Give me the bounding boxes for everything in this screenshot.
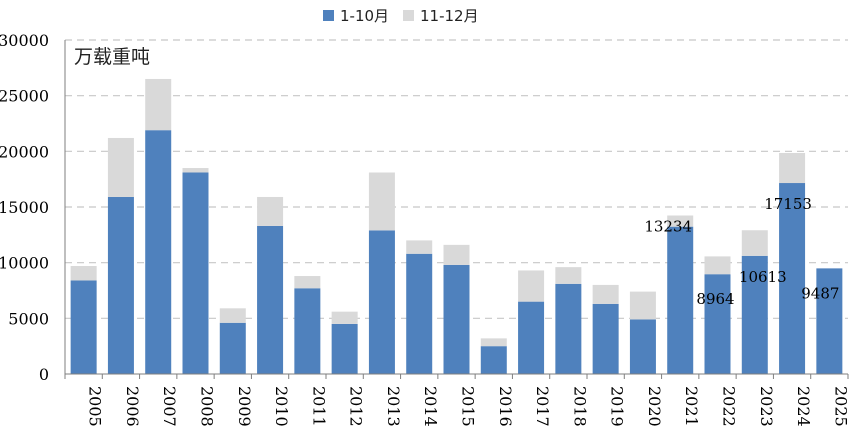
x-tick-label: 2022: [720, 386, 739, 427]
y-tick-label: 25000: [0, 87, 49, 106]
bar-jan-oct-2016: [480, 346, 507, 374]
y-tick-label: 20000: [0, 142, 49, 161]
bar-nov-dec-2023: [741, 230, 768, 256]
x-tick-label: 2017: [533, 386, 552, 427]
bar-jan-oct-2018: [555, 283, 582, 374]
y-tick-label: 10000: [0, 254, 49, 273]
bar-jan-oct-2019: [592, 303, 619, 374]
x-tick-label: 2007: [160, 386, 179, 427]
bar-nov-dec-2021: [667, 215, 694, 227]
x-tick-label: 2011: [309, 386, 328, 427]
bar-nov-dec-2018: [555, 267, 582, 284]
bar-jan-oct-2010: [257, 225, 284, 374]
bar-jan-oct-2022: [704, 274, 731, 374]
x-tick-label: 2019: [608, 386, 627, 427]
x-tick-label: 2020: [645, 386, 664, 427]
bar-jan-oct-2023: [741, 255, 768, 374]
bar-jan-oct-2020: [629, 319, 656, 374]
bar-nov-dec-2020: [629, 291, 656, 320]
x-tick-label: 2016: [496, 386, 515, 427]
bar-jan-oct-2007: [145, 130, 172, 374]
x-tick-label: 2023: [757, 386, 776, 427]
x-tick-label: 2006: [123, 386, 142, 427]
bar-jan-oct-2014: [406, 253, 433, 374]
bar-nov-dec-2014: [406, 240, 433, 254]
y-tick-label: 15000: [0, 198, 49, 217]
x-tick-label: 2008: [198, 386, 217, 427]
x-axis: 2005 2006 2007 2008 2009 2010 2011 2012 2013 2014…: [64, 373, 850, 427]
bar-jan-oct-2025: [816, 268, 843, 374]
x-tick-label: 2012: [347, 386, 366, 427]
legend-swatch-jan-oct: [323, 10, 334, 21]
legend-swatch-nov-dec: [403, 10, 414, 21]
bar-nov-dec-2017: [518, 270, 545, 302]
bar-jan-oct-2009: [219, 322, 246, 374]
bar-nov-dec-2005: [70, 266, 97, 281]
x-tick-label: 2013: [384, 386, 403, 427]
bar-jan-oct-2013: [368, 230, 395, 374]
x-tick-label: 2014: [421, 386, 440, 427]
bar-jan-oct-2012: [331, 323, 358, 374]
data-label-2023: 10613: [739, 268, 787, 286]
bar-nov-dec-2022: [704, 256, 731, 275]
bar-nov-dec-2013: [368, 172, 395, 231]
bar-jan-oct-2011: [294, 288, 321, 374]
bar-nov-dec-2015: [443, 244, 470, 265]
bars: [70, 78, 843, 374]
data-label-2022: 8964: [696, 290, 734, 308]
bar-jan-oct-2006: [107, 196, 134, 374]
bar-jan-oct-2008: [182, 172, 209, 374]
bar-jan-oct-2015: [443, 264, 470, 374]
unit-label: 万载重吨: [74, 46, 150, 68]
bar-nov-dec-2006: [107, 137, 134, 197]
legend-label-jan-oct: 1-10月: [340, 7, 389, 25]
bar-jan-oct-2017: [518, 301, 545, 374]
bar-jan-oct-2005: [70, 280, 97, 374]
data-label-2025: 9487: [801, 284, 839, 302]
bar-jan-oct-2021: [667, 226, 694, 374]
x-tick-label: 2009: [235, 386, 254, 427]
bar-nov-dec-2010: [257, 196, 284, 226]
y-tick-label: 30000: [0, 31, 49, 50]
data-label-2021: 13234: [644, 218, 692, 236]
x-tick-label: 2005: [86, 386, 105, 427]
x-tick-label: 2010: [272, 386, 291, 427]
bar-nov-dec-2007: [145, 78, 172, 131]
bar-nov-dec-2012: [331, 311, 358, 324]
bar-nov-dec-2008: [182, 168, 209, 173]
x-tick-label: 2024: [794, 386, 813, 427]
y-tick-label: 0: [39, 365, 49, 384]
y-tick-label: 5000: [8, 309, 49, 328]
bar-nov-dec-2019: [592, 284, 619, 304]
y-axis: 0 5000 10000 15000 20000 25000 30000: [0, 31, 66, 384]
x-tick-label: 2015: [459, 386, 478, 427]
x-tick-label: 2018: [570, 386, 589, 427]
data-label-2024: 17153: [764, 195, 812, 213]
legend-label-nov-dec: 11-12月: [420, 7, 479, 25]
bar-nov-dec-2024: [779, 152, 806, 184]
bar-nov-dec-2011: [294, 276, 321, 289]
data-labels: 13234 8964 10613 17153 9487: [644, 195, 839, 308]
x-tick-label: 2021: [682, 386, 701, 427]
legend: 1-10月 11-12月: [323, 7, 479, 25]
bar-jan-oct-2024: [779, 183, 806, 374]
x-tick-label: 2025: [831, 386, 850, 427]
bar-nov-dec-2016: [480, 338, 507, 347]
bar-nov-dec-2009: [219, 308, 246, 323]
